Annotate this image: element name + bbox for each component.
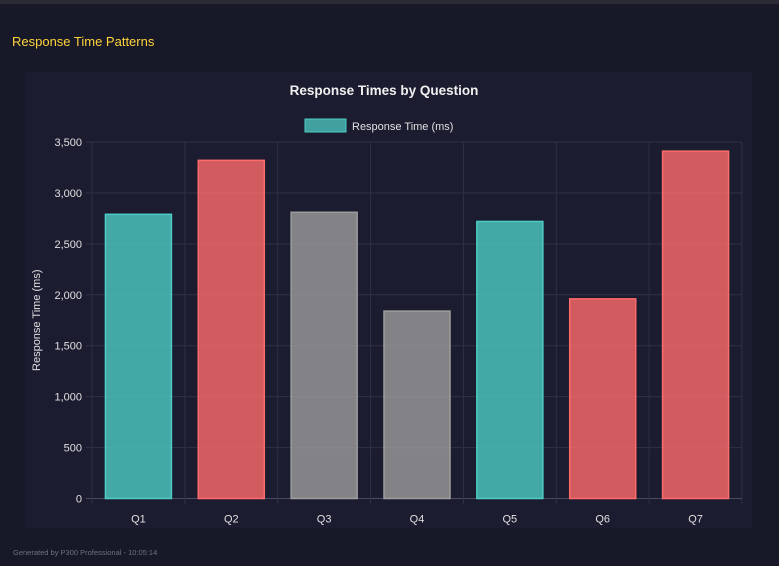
x-tick-label: Q2 xyxy=(224,514,239,526)
top-bar xyxy=(0,0,779,4)
section-title: Response Time Patterns xyxy=(12,34,155,49)
bar-q2 xyxy=(197,159,266,500)
x-tick-label: Q7 xyxy=(688,514,703,526)
bar-q4 xyxy=(383,310,451,500)
y-axis-label: Response Time (ms) xyxy=(31,270,43,371)
footer-text: Generated by P300 Professional - 10:05:1… xyxy=(13,548,158,557)
bar-q7 xyxy=(661,150,730,500)
bar-q1 xyxy=(104,213,173,500)
legend-swatch xyxy=(304,118,347,133)
x-tick-label: Q3 xyxy=(317,514,332,526)
bar-q5 xyxy=(476,220,544,500)
bar-q6 xyxy=(568,298,637,500)
y-tick-label: 2,500 xyxy=(54,239,82,251)
y-tick-label: 3,500 xyxy=(54,137,82,149)
x-tick-label: Q4 xyxy=(410,514,425,526)
chart-title: Response Times by Question xyxy=(290,83,479,98)
y-tick-label: 1,500 xyxy=(54,341,82,353)
x-tick-label: Q6 xyxy=(595,514,610,526)
y-tick-label: 0 xyxy=(76,494,82,506)
legend-label: Response Time (ms) xyxy=(352,121,453,133)
y-tick-label: 3,000 xyxy=(54,188,82,200)
x-tick-label: Q5 xyxy=(503,514,518,526)
bar-q3 xyxy=(290,211,358,500)
y-tick-label: 2,000 xyxy=(54,290,82,302)
x-tick-label: Q1 xyxy=(131,514,146,526)
y-tick-label: 500 xyxy=(64,443,82,455)
y-tick-label: 1,000 xyxy=(54,392,82,404)
